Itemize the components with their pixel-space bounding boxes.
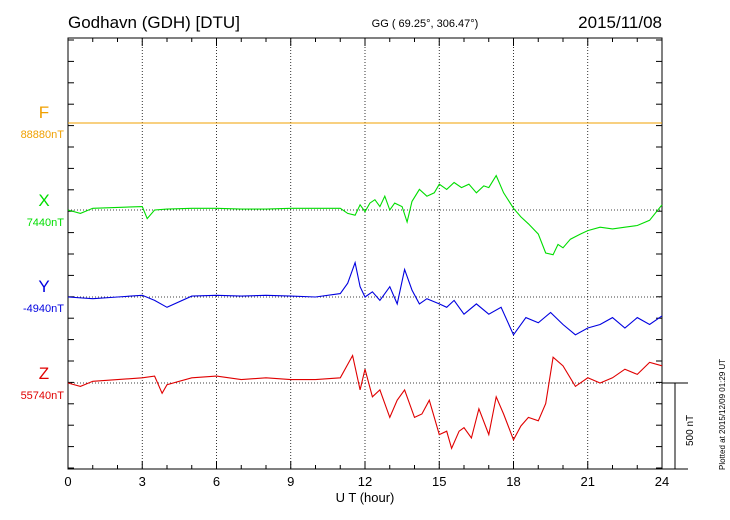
component-label-Y: Y [38, 277, 49, 296]
y-ticks [68, 39, 662, 469]
component-labels: F 88880nT X 7440nT Y -4940nT Z 55740nT [21, 103, 65, 402]
x-tick-label: 24 [655, 474, 669, 489]
grid-lines [68, 38, 662, 469]
baseline-value-Y: -4940nT [23, 303, 64, 315]
series-layer [67, 122, 663, 451]
baseline-value-F: 88880nT [21, 129, 65, 141]
component-label-F: F [39, 103, 49, 122]
plot-date: 2015/11/08 [578, 13, 662, 32]
series-Z-line [67, 353, 663, 451]
baseline-value-Z: 55740nT [21, 390, 65, 402]
x-tick-label: 3 [139, 474, 146, 489]
station-title: Godhavn (GDH) [DTU] [68, 13, 240, 32]
component-label-Z: Z [39, 364, 49, 383]
scale-bar-label: 500 nT [685, 415, 696, 446]
x-tick-label: 9 [287, 474, 294, 489]
x-tick-label: 15 [432, 474, 446, 489]
x-tick-label: 6 [213, 474, 220, 489]
series-X-line [67, 174, 663, 256]
x-tick-label: 12 [358, 474, 372, 489]
component-label-X: X [38, 191, 49, 210]
x-axis-title: U T (hour) [336, 490, 395, 505]
x-tick-label: 18 [506, 474, 520, 489]
scale-bar: 500 nT [662, 382, 696, 470]
x-tick-label: 0 [64, 474, 71, 489]
baseline-value-X: 7440nT [27, 217, 65, 229]
x-tick-label: 21 [581, 474, 595, 489]
series-Y-line [67, 260, 663, 336]
plotted-timestamp: Plotted at 2015/12/09 01:29 UT [718, 359, 727, 470]
station-coordinates: GG ( 69.25°, 306.47°) [372, 18, 479, 30]
x-axis: 0 3 6 9 12 15 18 21 24 [64, 38, 669, 489]
